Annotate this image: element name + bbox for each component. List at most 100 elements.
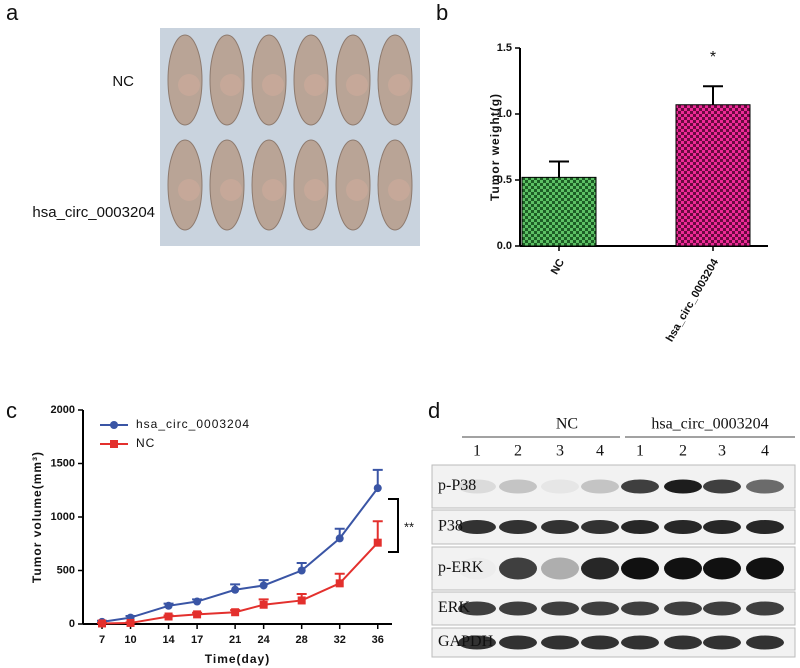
band (541, 635, 579, 650)
y-tick-label: 2000 (51, 404, 75, 416)
tumor (220, 74, 242, 96)
tumor (388, 179, 410, 201)
tumor (178, 179, 200, 201)
blot-row-label: p-ERK (438, 559, 484, 576)
x-tick-label: 7 (99, 634, 105, 646)
group-label: hsa_circ_0003204 (651, 416, 768, 433)
band (664, 601, 702, 616)
marker (231, 608, 240, 617)
marker (259, 581, 268, 590)
x-tick-label: 36 (372, 634, 384, 646)
band (499, 601, 537, 616)
band (746, 479, 784, 494)
row-label: NC (112, 73, 134, 90)
tumor (304, 179, 326, 201)
marker (297, 596, 306, 605)
marker (373, 484, 382, 493)
band (746, 601, 784, 616)
tumor (346, 74, 368, 96)
y-tick-label: 1.0 (497, 108, 512, 120)
marker (335, 579, 344, 588)
legend-marker (110, 440, 118, 448)
tumor (178, 74, 200, 96)
tumor (220, 179, 242, 201)
band (541, 601, 579, 616)
band (541, 557, 579, 580)
band (621, 479, 659, 494)
y-tick-label: 0.0 (497, 240, 512, 252)
tumor (388, 74, 410, 96)
lane-label: 1 (636, 443, 644, 460)
panel-label: c (6, 398, 17, 423)
marker (335, 534, 344, 543)
annotation: ** (404, 519, 414, 534)
x-tick-label: 28 (296, 634, 308, 646)
band (703, 557, 741, 580)
band (621, 635, 659, 650)
y-tick-label: 0 (69, 618, 75, 630)
x-tick-label: 14 (162, 634, 175, 646)
marker (98, 619, 107, 628)
band (746, 635, 784, 650)
x-tick-label: NC (549, 257, 567, 277)
band (499, 479, 537, 494)
bracket (388, 498, 399, 553)
blot-row-label: p-P38 (438, 477, 476, 494)
band (499, 635, 537, 650)
band (581, 479, 619, 494)
y-tick-label: 1500 (51, 457, 75, 469)
band (581, 520, 619, 534)
y-tick-label: 0.5 (497, 174, 512, 186)
marker (231, 585, 240, 594)
band (664, 520, 702, 534)
x-axis-label: Time(day) (205, 652, 270, 666)
panel-label: d (428, 398, 440, 423)
band (621, 601, 659, 616)
photo-bg (160, 28, 420, 246)
y-tick-label: 500 (57, 564, 75, 576)
tumor (304, 74, 326, 96)
x-tick-label: 21 (229, 634, 241, 646)
line (101, 487, 379, 623)
band (541, 520, 579, 534)
tumor (262, 74, 284, 96)
panel-label: b (436, 0, 448, 25)
marker (164, 612, 173, 621)
lane-label: 3 (718, 443, 726, 460)
group-label: NC (556, 416, 578, 433)
lane-label: 1 (473, 443, 481, 460)
lane-label: 4 (761, 443, 769, 460)
band (621, 557, 659, 580)
band (581, 601, 619, 616)
lane-label: 2 (679, 443, 687, 460)
band (499, 557, 537, 580)
band (621, 520, 659, 534)
error-bar (703, 85, 723, 105)
band (458, 635, 496, 650)
band (746, 520, 784, 534)
bar (675, 104, 751, 247)
lane-label: 2 (514, 443, 522, 460)
band (458, 601, 496, 616)
band (703, 479, 741, 494)
marker (373, 538, 382, 547)
band (664, 557, 702, 580)
tumor (346, 179, 368, 201)
x-tick-label: hsa_circ_0003204 (664, 256, 722, 344)
band (458, 479, 496, 494)
blot-row-label: P38 (438, 518, 463, 535)
band (746, 557, 784, 580)
x-tick-label: 24 (258, 634, 271, 646)
lane-label: 4 (596, 443, 604, 460)
y-tick-label: 1000 (51, 511, 75, 523)
error-bar (549, 160, 569, 178)
panel-label: a (6, 0, 19, 25)
legend-marker (110, 421, 118, 429)
marker (193, 597, 202, 606)
annotation: * (710, 49, 716, 66)
tumor (262, 179, 284, 201)
band (703, 601, 741, 616)
band (458, 520, 496, 534)
band (703, 635, 741, 650)
marker (259, 600, 268, 609)
